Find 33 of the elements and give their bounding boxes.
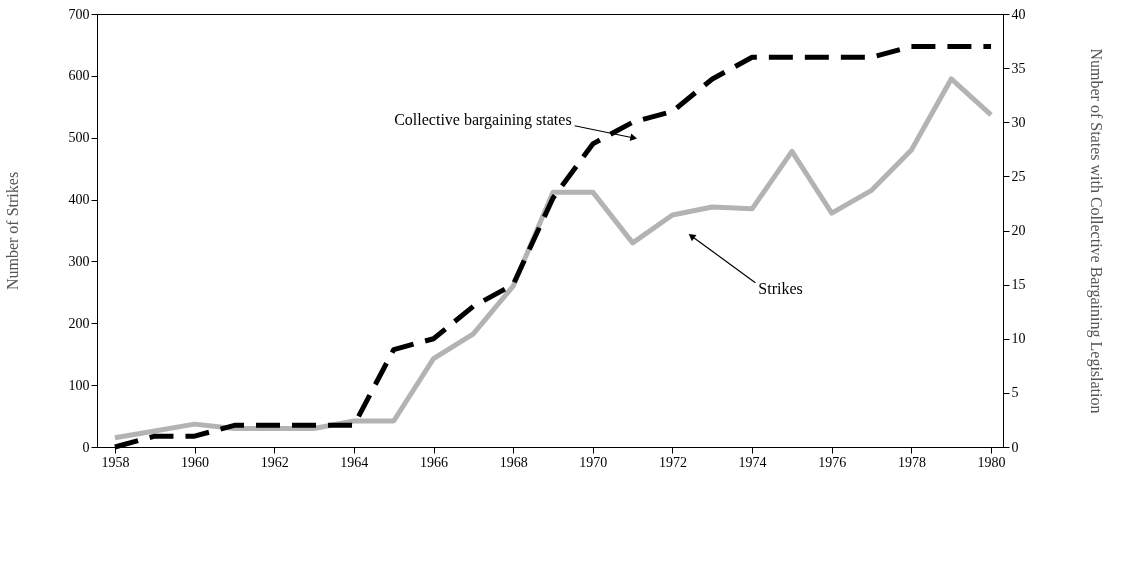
y-tick-label: 200 xyxy=(68,315,90,331)
y-tick-label: 700 xyxy=(68,6,90,22)
y-tick-label: 600 xyxy=(68,68,90,84)
y2-tick-label: 20 xyxy=(1011,223,1026,238)
x-tick-label: 1980 xyxy=(977,454,1006,470)
annotation: Strikes xyxy=(758,279,803,297)
y2-tick-label: 5 xyxy=(1011,385,1019,401)
y-tick-label: 400 xyxy=(68,192,90,208)
y-tick-label: 500 xyxy=(68,130,90,146)
x-tick-label: 1960 xyxy=(181,454,210,470)
y2-tick-label: 15 xyxy=(1011,277,1026,293)
y2-tick-label: 35 xyxy=(1011,60,1026,76)
y-axis-title: Number of Strikes xyxy=(3,171,21,291)
x-tick-label: 1974 xyxy=(738,454,767,470)
x-tick-label: 1972 xyxy=(658,454,687,470)
y2-axis-title: Number of States with Collective Bargaining Legislation xyxy=(1086,48,1105,414)
x-tick-label: 1976 xyxy=(818,454,847,470)
y2-tick-label: 40 xyxy=(1011,6,1026,22)
x-tick-label: 1970 xyxy=(579,454,608,470)
x-tick-label: 1964 xyxy=(340,454,369,470)
annotation: Collective bargaining states xyxy=(394,110,572,129)
y2-tick-label: 30 xyxy=(1011,114,1026,130)
y2-tick-label: 25 xyxy=(1011,168,1026,184)
x-tick-label: 1966 xyxy=(420,454,449,470)
y-tick-label: 300 xyxy=(68,253,90,269)
y-tick-label: 100 xyxy=(68,377,90,393)
x-tick-label: 1968 xyxy=(499,454,528,470)
y-tick-label: 0 xyxy=(82,439,90,455)
x-tick-label: 1962 xyxy=(260,454,289,470)
y2-tick-label: 10 xyxy=(1011,331,1026,347)
y2-tick-label: 0 xyxy=(1011,439,1019,455)
x-tick-label: 1978 xyxy=(897,454,926,470)
x-tick-label: 1958 xyxy=(101,454,130,470)
